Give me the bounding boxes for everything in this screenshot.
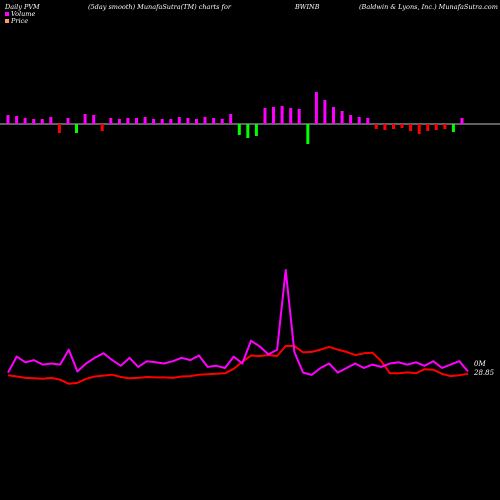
volume-bar bbox=[340, 111, 344, 124]
volume-bar bbox=[254, 124, 258, 136]
volume-bar bbox=[246, 124, 250, 138]
volume-bar bbox=[460, 118, 464, 124]
volume-bar bbox=[169, 119, 173, 124]
volume-bar bbox=[349, 115, 353, 124]
volume-bar bbox=[392, 124, 395, 129]
volume-bar bbox=[263, 108, 267, 124]
header-smooth: (5day smooth) MunafaSutra(TM) charts for bbox=[88, 3, 232, 11]
volume-bar bbox=[383, 124, 387, 130]
volume-bar bbox=[272, 107, 275, 124]
legend-volume-label: Volume bbox=[11, 10, 35, 18]
volume-bar bbox=[152, 119, 156, 124]
volume-bar bbox=[332, 107, 335, 124]
volume-bar bbox=[409, 124, 413, 131]
volume-bar bbox=[443, 124, 447, 129]
volume-bar bbox=[237, 124, 241, 135]
volume-bar bbox=[117, 119, 121, 124]
header-left: Daily PVM bbox=[4, 3, 40, 11]
volume-bar bbox=[417, 124, 421, 134]
volume-bar bbox=[212, 118, 216, 124]
volume-bar bbox=[92, 115, 96, 124]
volume-bar bbox=[314, 92, 318, 124]
volume-bar bbox=[195, 119, 198, 124]
volume-bar bbox=[32, 119, 36, 124]
price-end-label: 28.85 bbox=[473, 369, 495, 377]
lines-group bbox=[7, 269, 469, 385]
volume-bar bbox=[229, 114, 233, 124]
volume-bar bbox=[143, 117, 147, 124]
volume-bar bbox=[23, 118, 27, 124]
volume-bar bbox=[40, 119, 44, 124]
price-line bbox=[7, 345, 469, 385]
volume-bar bbox=[177, 117, 181, 124]
volume-bar bbox=[220, 119, 224, 124]
volume-bar bbox=[203, 117, 207, 124]
volume-bar bbox=[323, 100, 327, 124]
header-symbol: BWINB bbox=[294, 3, 320, 11]
volume-bar bbox=[280, 106, 284, 124]
volume-bar bbox=[15, 116, 19, 124]
volume-bar bbox=[434, 124, 438, 130]
volume-bar bbox=[57, 124, 61, 133]
volume-bar bbox=[374, 124, 378, 129]
volume-bar bbox=[451, 124, 455, 132]
header-company: (Baldwin & Lyons, Inc.) MunafaSutra.com bbox=[359, 3, 498, 11]
volume-bars bbox=[6, 92, 464, 144]
volume-bar bbox=[126, 118, 130, 124]
volume-line bbox=[7, 269, 469, 376]
volume-bar bbox=[160, 119, 164, 124]
volume-bar bbox=[400, 124, 404, 128]
volume-bar bbox=[426, 124, 430, 131]
volume-bar bbox=[66, 118, 70, 124]
legend-price-swatch bbox=[5, 19, 9, 23]
volume-bar bbox=[6, 115, 10, 124]
volume-bar bbox=[289, 108, 293, 124]
volume-bar bbox=[109, 118, 113, 124]
volume-bar bbox=[135, 118, 138, 124]
volume-bar bbox=[357, 117, 361, 124]
volume-bar bbox=[75, 124, 78, 133]
volume-end-label: 0M bbox=[474, 360, 486, 368]
volume-bar bbox=[100, 124, 104, 131]
volume-bar bbox=[83, 114, 87, 124]
volume-bar bbox=[366, 118, 370, 124]
legend-volume-swatch bbox=[5, 12, 9, 16]
volume-bar bbox=[297, 109, 301, 124]
volume-bar bbox=[306, 124, 310, 144]
volume-bar bbox=[49, 117, 53, 124]
legend-price-label: Price bbox=[10, 17, 28, 25]
volume-bar bbox=[186, 118, 190, 124]
